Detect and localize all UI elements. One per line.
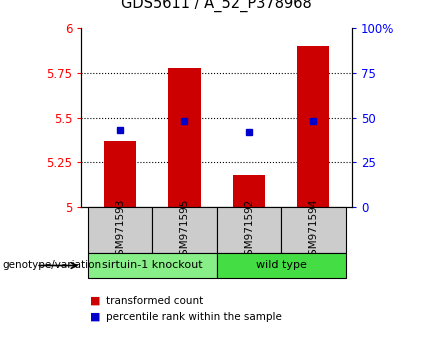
Text: GDS5611 / A_52_P378968: GDS5611 / A_52_P378968 bbox=[121, 0, 312, 12]
Bar bbox=[152, 207, 216, 253]
Text: GSM971594: GSM971594 bbox=[308, 198, 319, 262]
Bar bbox=[297, 46, 330, 207]
Text: ■: ■ bbox=[90, 296, 101, 306]
Bar bbox=[216, 253, 345, 278]
Text: percentile rank within the sample: percentile rank within the sample bbox=[106, 312, 282, 322]
Bar bbox=[233, 175, 265, 207]
Bar bbox=[281, 207, 345, 253]
Text: transformed count: transformed count bbox=[106, 296, 203, 306]
Bar bbox=[88, 253, 216, 278]
Bar bbox=[216, 207, 281, 253]
Bar bbox=[169, 68, 201, 207]
Text: wild type: wild type bbox=[256, 261, 307, 270]
Text: GSM971592: GSM971592 bbox=[244, 198, 254, 262]
Text: GSM971595: GSM971595 bbox=[180, 198, 190, 262]
Bar bbox=[104, 141, 136, 207]
Text: ■: ■ bbox=[90, 312, 101, 322]
Text: sirtuin-1 knockout: sirtuin-1 knockout bbox=[102, 261, 202, 270]
Text: GSM971593: GSM971593 bbox=[115, 198, 125, 262]
Text: genotype/variation: genotype/variation bbox=[2, 261, 101, 270]
Bar bbox=[88, 207, 152, 253]
